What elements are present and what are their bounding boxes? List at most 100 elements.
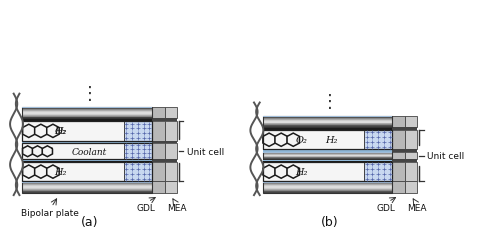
Bar bbox=[263, 189, 392, 190]
Text: Coolant: Coolant bbox=[71, 147, 107, 156]
Bar bbox=[263, 121, 392, 122]
Text: MEA: MEA bbox=[167, 203, 187, 212]
Bar bbox=[22, 191, 152, 192]
Bar bbox=[22, 162, 152, 182]
Text: Unit cell: Unit cell bbox=[187, 147, 225, 156]
Text: ⋮: ⋮ bbox=[321, 93, 339, 111]
Bar bbox=[392, 182, 405, 193]
Bar bbox=[165, 122, 176, 141]
Bar bbox=[22, 185, 152, 186]
Bar bbox=[22, 107, 152, 119]
Bar bbox=[263, 160, 392, 162]
Bar bbox=[263, 130, 364, 150]
Polygon shape bbox=[23, 165, 35, 178]
Bar bbox=[22, 162, 123, 182]
Bar bbox=[405, 153, 417, 160]
Bar bbox=[22, 119, 152, 122]
Bar bbox=[22, 183, 152, 185]
Bar bbox=[263, 190, 392, 191]
Bar bbox=[22, 141, 152, 144]
Bar bbox=[152, 122, 165, 141]
Bar bbox=[263, 153, 392, 154]
Bar bbox=[263, 130, 392, 150]
Bar bbox=[123, 122, 152, 141]
Bar bbox=[263, 158, 392, 159]
Bar bbox=[22, 182, 152, 193]
Bar bbox=[22, 141, 152, 143]
Bar bbox=[22, 109, 152, 110]
Bar bbox=[152, 141, 165, 144]
Polygon shape bbox=[47, 125, 59, 138]
Bar bbox=[405, 130, 417, 150]
Bar bbox=[263, 157, 392, 158]
Bar bbox=[22, 110, 152, 111]
Bar bbox=[405, 116, 417, 128]
Bar bbox=[263, 123, 392, 124]
Bar bbox=[22, 117, 152, 118]
Text: O₂: O₂ bbox=[295, 136, 307, 145]
Bar bbox=[152, 160, 165, 162]
Bar bbox=[263, 188, 392, 189]
Bar bbox=[263, 122, 392, 123]
Polygon shape bbox=[35, 125, 47, 138]
Bar bbox=[263, 154, 392, 155]
Bar bbox=[152, 144, 165, 160]
Bar bbox=[152, 182, 165, 193]
Polygon shape bbox=[42, 146, 53, 157]
Bar bbox=[263, 159, 392, 160]
Bar bbox=[22, 122, 123, 141]
Bar bbox=[22, 144, 152, 160]
Bar bbox=[152, 107, 165, 119]
Polygon shape bbox=[263, 133, 275, 147]
Bar bbox=[392, 116, 405, 128]
Text: O₂: O₂ bbox=[55, 127, 67, 136]
Bar bbox=[405, 160, 417, 162]
Bar bbox=[123, 144, 152, 160]
Polygon shape bbox=[23, 125, 35, 138]
Text: GDL: GDL bbox=[377, 203, 396, 212]
Bar bbox=[22, 182, 152, 183]
Bar bbox=[165, 141, 176, 144]
Bar bbox=[22, 192, 152, 193]
Text: ⋮: ⋮ bbox=[80, 84, 99, 102]
Bar bbox=[405, 150, 417, 153]
Polygon shape bbox=[32, 146, 42, 157]
Bar bbox=[263, 182, 392, 193]
Bar bbox=[22, 190, 152, 191]
Bar bbox=[165, 119, 176, 122]
Bar bbox=[22, 116, 152, 117]
Bar bbox=[123, 162, 152, 182]
Bar bbox=[263, 118, 392, 119]
Polygon shape bbox=[275, 133, 287, 147]
Bar bbox=[263, 117, 392, 118]
Text: H₂: H₂ bbox=[325, 136, 338, 145]
Bar bbox=[263, 185, 392, 186]
Bar bbox=[22, 122, 152, 141]
Bar bbox=[263, 128, 392, 130]
Text: GDL: GDL bbox=[136, 203, 156, 212]
Bar bbox=[263, 150, 392, 152]
Bar bbox=[392, 128, 405, 130]
Bar bbox=[392, 130, 405, 150]
Text: H₂: H₂ bbox=[295, 167, 308, 176]
Bar bbox=[263, 120, 392, 121]
Bar bbox=[22, 107, 152, 109]
Bar bbox=[165, 160, 176, 162]
Bar bbox=[263, 162, 364, 182]
Bar bbox=[263, 156, 392, 157]
Bar bbox=[22, 111, 152, 112]
Text: H₂: H₂ bbox=[54, 127, 67, 136]
Bar bbox=[405, 162, 417, 182]
Polygon shape bbox=[263, 165, 275, 178]
Bar bbox=[165, 144, 176, 160]
Bar bbox=[22, 122, 152, 141]
Bar bbox=[22, 186, 152, 187]
Bar bbox=[263, 116, 392, 128]
Bar bbox=[263, 126, 392, 127]
Bar bbox=[263, 182, 392, 183]
Bar bbox=[405, 128, 417, 130]
Bar bbox=[263, 150, 392, 153]
Bar bbox=[22, 113, 152, 114]
Bar bbox=[263, 125, 392, 126]
Text: H₂: H₂ bbox=[54, 167, 67, 176]
